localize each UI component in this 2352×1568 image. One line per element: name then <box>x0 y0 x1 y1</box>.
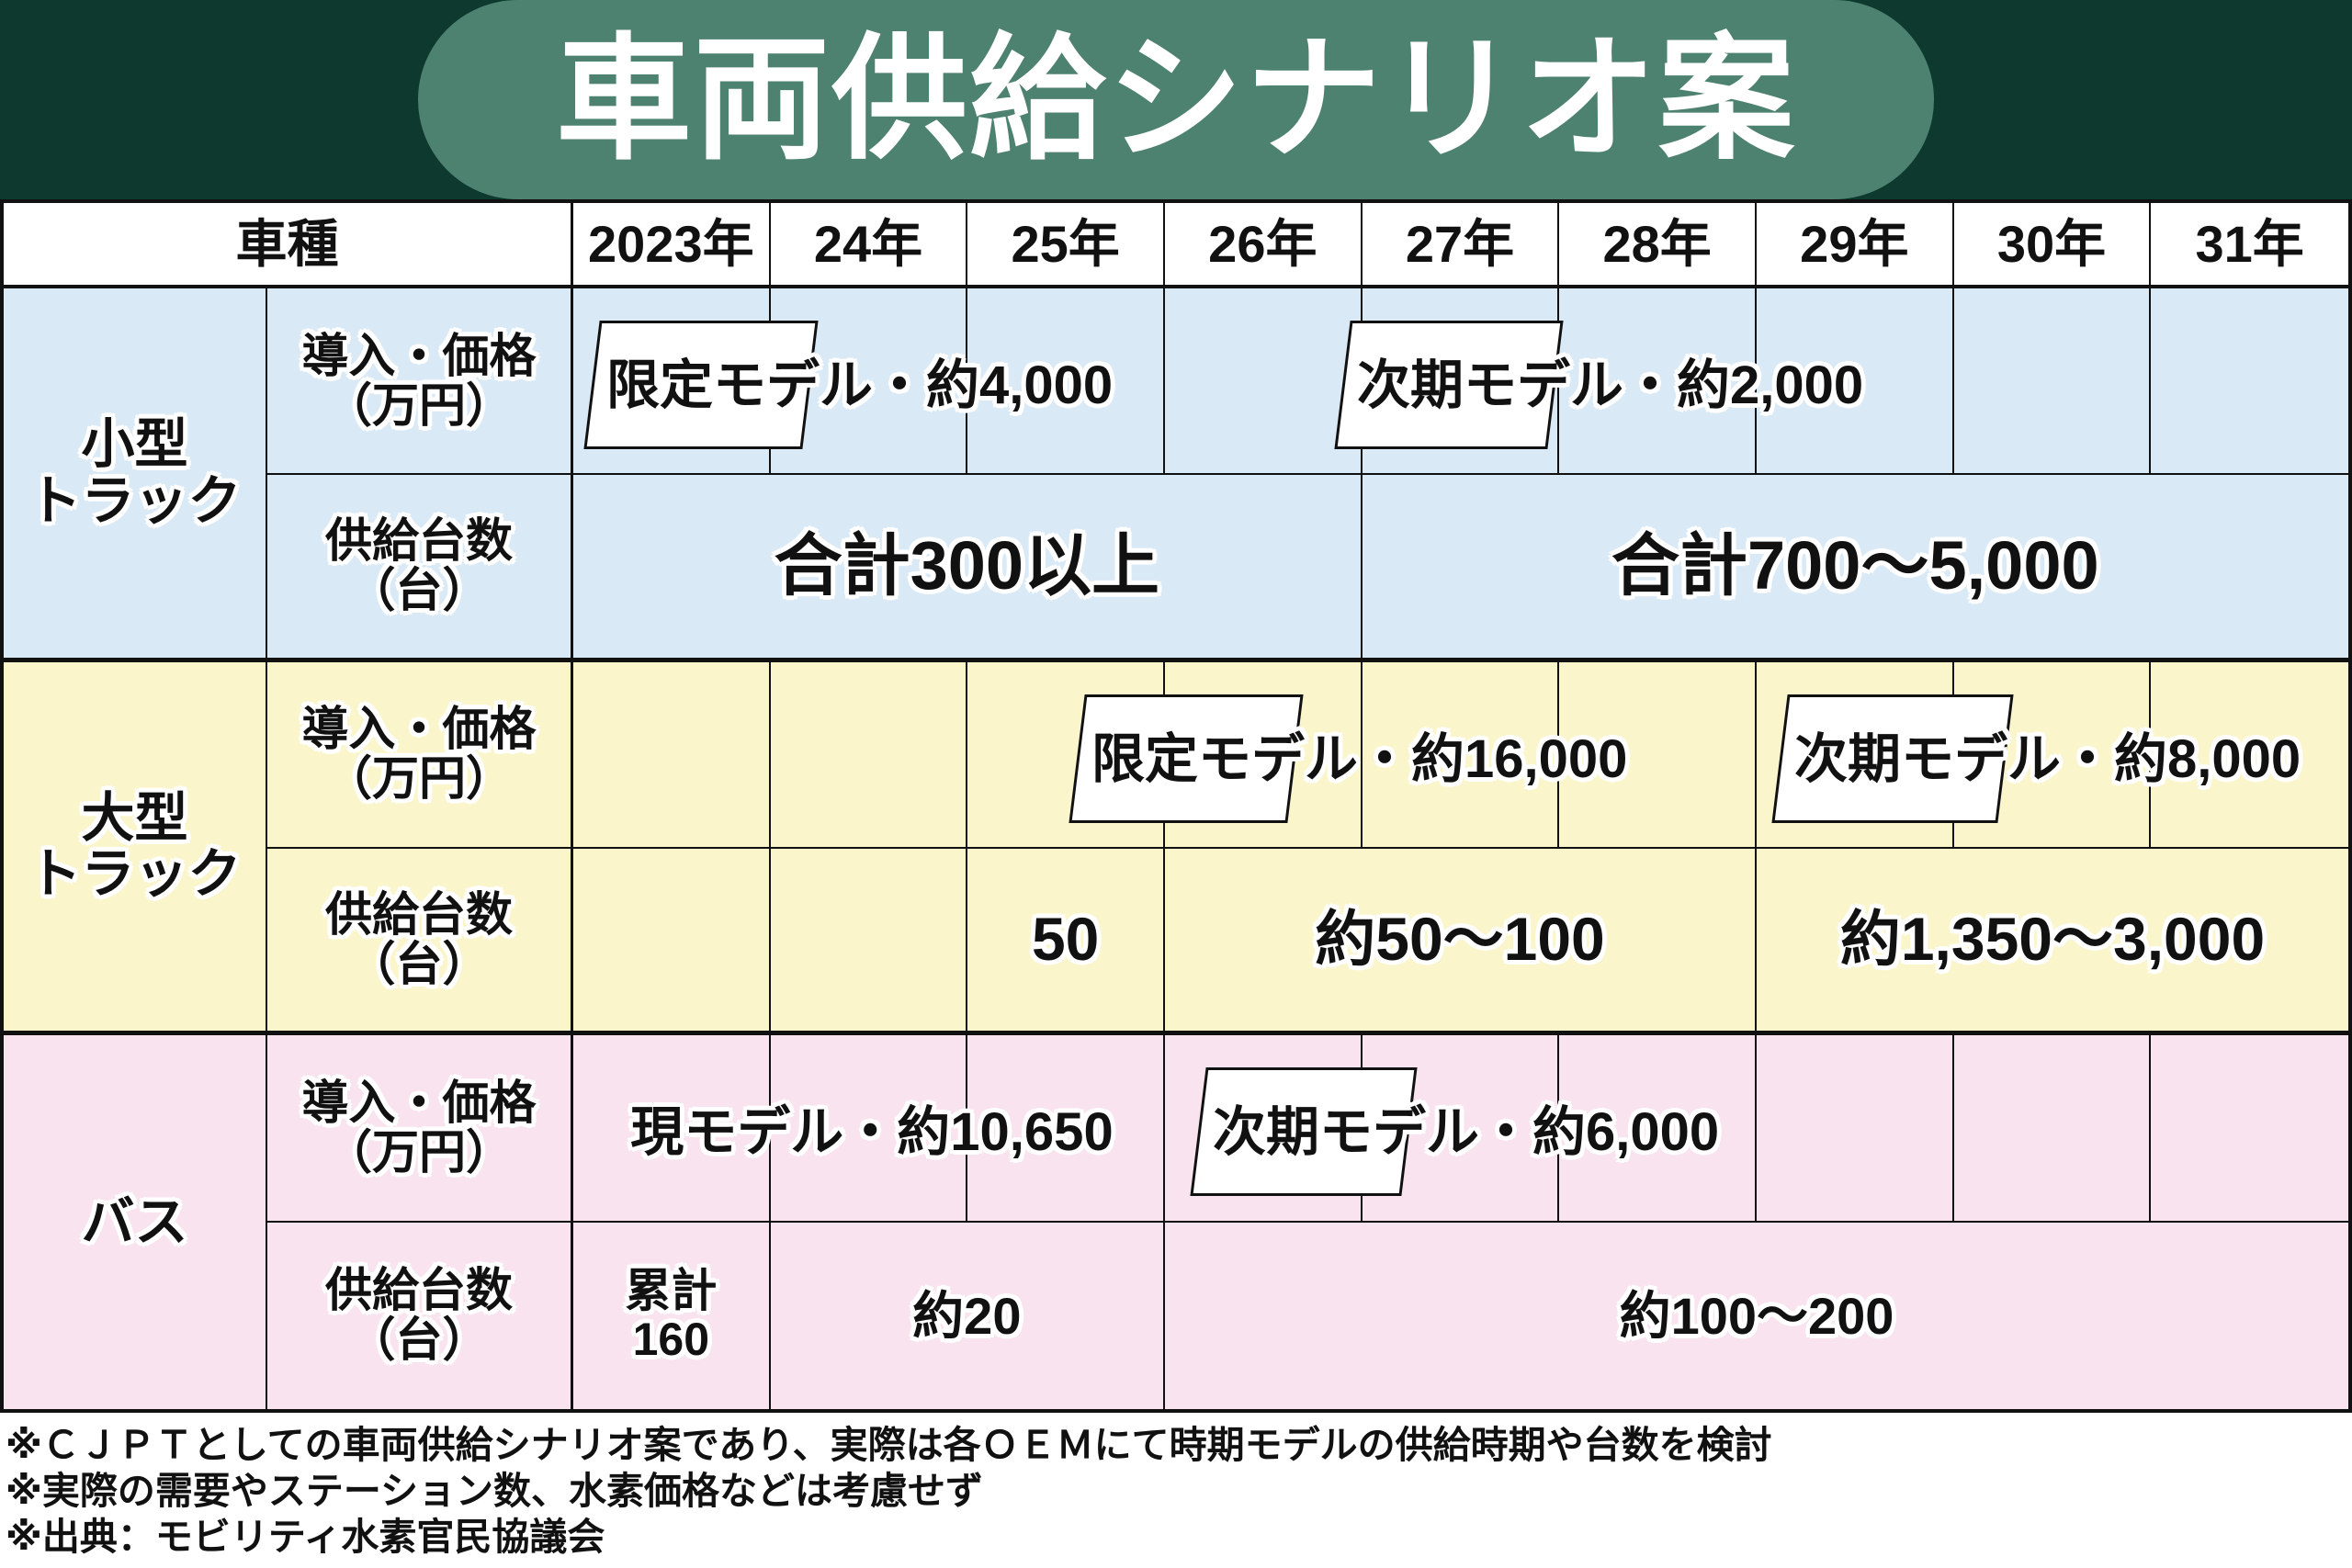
cell-large-price-2023 <box>573 661 771 849</box>
cell-large-price-31 <box>2151 661 2348 849</box>
row-label-small-truck-supply: 供給台数 （台） <box>267 475 573 662</box>
header-year-27: 27年 <box>1362 203 1560 288</box>
cell-bus-price-31 <box>2151 1035 2348 1223</box>
title-banner: 車両供給シナリオ案 <box>0 0 2352 199</box>
cell-bus-price-30 <box>1953 1035 2152 1223</box>
cell-large-supply-24 <box>770 848 968 1036</box>
header-year-30: 30年 <box>1953 203 2152 288</box>
cell-small-supply-2023-26: 合計300以上 <box>573 475 1363 662</box>
cell-bus-price-28 <box>1559 1035 1757 1223</box>
cell-large-supply-25: 50 <box>967 848 1165 1036</box>
row-label-small-truck-price: 導入・価格 （万円） <box>267 288 573 476</box>
footnote-1: ※ＣＪＰＴとしての車両供給シナリオ案であり、実際は各ＯＥＭにて時期モデルの供給時… <box>6 1424 1772 1466</box>
cell-large-price-27 <box>1362 661 1560 849</box>
cell-bus-price-29 <box>1757 1035 1954 1223</box>
cell-small-supply-27-31: 合計700〜5,000 <box>1362 475 2348 662</box>
group-label-bus: バス <box>4 1035 267 1409</box>
annotation-small-truck-limited-model: 限定モデル・約4,000 <box>583 292 1113 479</box>
header-year-24: 24年 <box>770 203 968 288</box>
annotation-bus-next-model: 次期モデル・約6,000 <box>1190 1039 1719 1225</box>
header-year-29: 29年 <box>1757 203 1954 288</box>
cell-large-supply-2023 <box>573 848 771 1036</box>
cell-small-price-26 <box>1165 288 1363 476</box>
group-label-large-truck: 大型 トラック <box>4 661 267 1036</box>
scenario-table: 車種 2023年 24年 25年 26年 27年 28年 29年 30年 31年… <box>0 199 2352 1413</box>
header-year-26: 26年 <box>1165 203 1363 288</box>
group-label-small-truck: 小型 トラック <box>4 288 267 662</box>
page-title: 車両供給シナリオ案 <box>556 23 1796 175</box>
annotation-bus-current-model: 現モデル・約10,650 <box>630 1101 1114 1162</box>
cell-bus-price-25 <box>967 1035 1165 1223</box>
cell-large-price-28 <box>1559 661 1757 849</box>
cell-bus-price-24 <box>770 1035 968 1223</box>
cell-bus-supply-2023: 累計 160 <box>573 1222 771 1409</box>
annotation-large-truck-next-model: 次期モデル・約8,000 <box>1771 666 2301 852</box>
cell-bus-supply-24-25: 約20 <box>770 1222 1165 1409</box>
cell-bus-supply-26-31: 約100〜200 <box>1165 1222 2348 1409</box>
footnotes: ※ＣＪＰＴとしての車両供給シナリオ案であり、実際は各ＯＥＭにて時期モデルの供給時… <box>6 1422 2348 1560</box>
cell-small-price-28 <box>1559 288 1757 476</box>
header-year-2023: 2023年 <box>573 203 771 288</box>
header-year-31: 31年 <box>2151 203 2348 288</box>
header-year-25: 25年 <box>967 203 1165 288</box>
footnote-2: ※実際の需要やステーション数、水素価格などは考慮せず <box>6 1470 984 1512</box>
cell-small-price-30 <box>1953 288 2152 476</box>
annotation-small-truck-next-model: 次期モデル・約2,000 <box>1334 292 1863 479</box>
row-label-large-truck-price: 導入・価格 （万円） <box>267 661 573 849</box>
cell-bus-price-2023 <box>573 1035 771 1223</box>
footnote-3: ※出典：モビリティ水素官民協議会 <box>6 1516 605 1558</box>
row-label-large-truck-supply: 供給台数 （台） <box>267 848 573 1036</box>
cell-large-supply-26-28: 約50〜100 <box>1165 848 1757 1036</box>
cell-small-price-29 <box>1757 288 1954 476</box>
header-vehicle-type: 車種 <box>4 203 573 288</box>
row-label-bus-price: 導入・価格 （万円） <box>267 1035 573 1223</box>
cell-large-price-24 <box>770 661 968 849</box>
cell-small-price-31 <box>2151 288 2348 476</box>
title-pill: 車両供給シナリオ案 <box>418 0 1934 199</box>
row-label-bus-supply: 供給台数 （台） <box>267 1222 573 1409</box>
cell-small-price-25 <box>967 288 1165 476</box>
cell-large-supply-29-31: 約1,350〜3,000 <box>1757 848 2348 1036</box>
header-year-28: 28年 <box>1559 203 1757 288</box>
annotation-large-truck-limited-model: 限定モデル・約16,000 <box>1069 666 1627 852</box>
